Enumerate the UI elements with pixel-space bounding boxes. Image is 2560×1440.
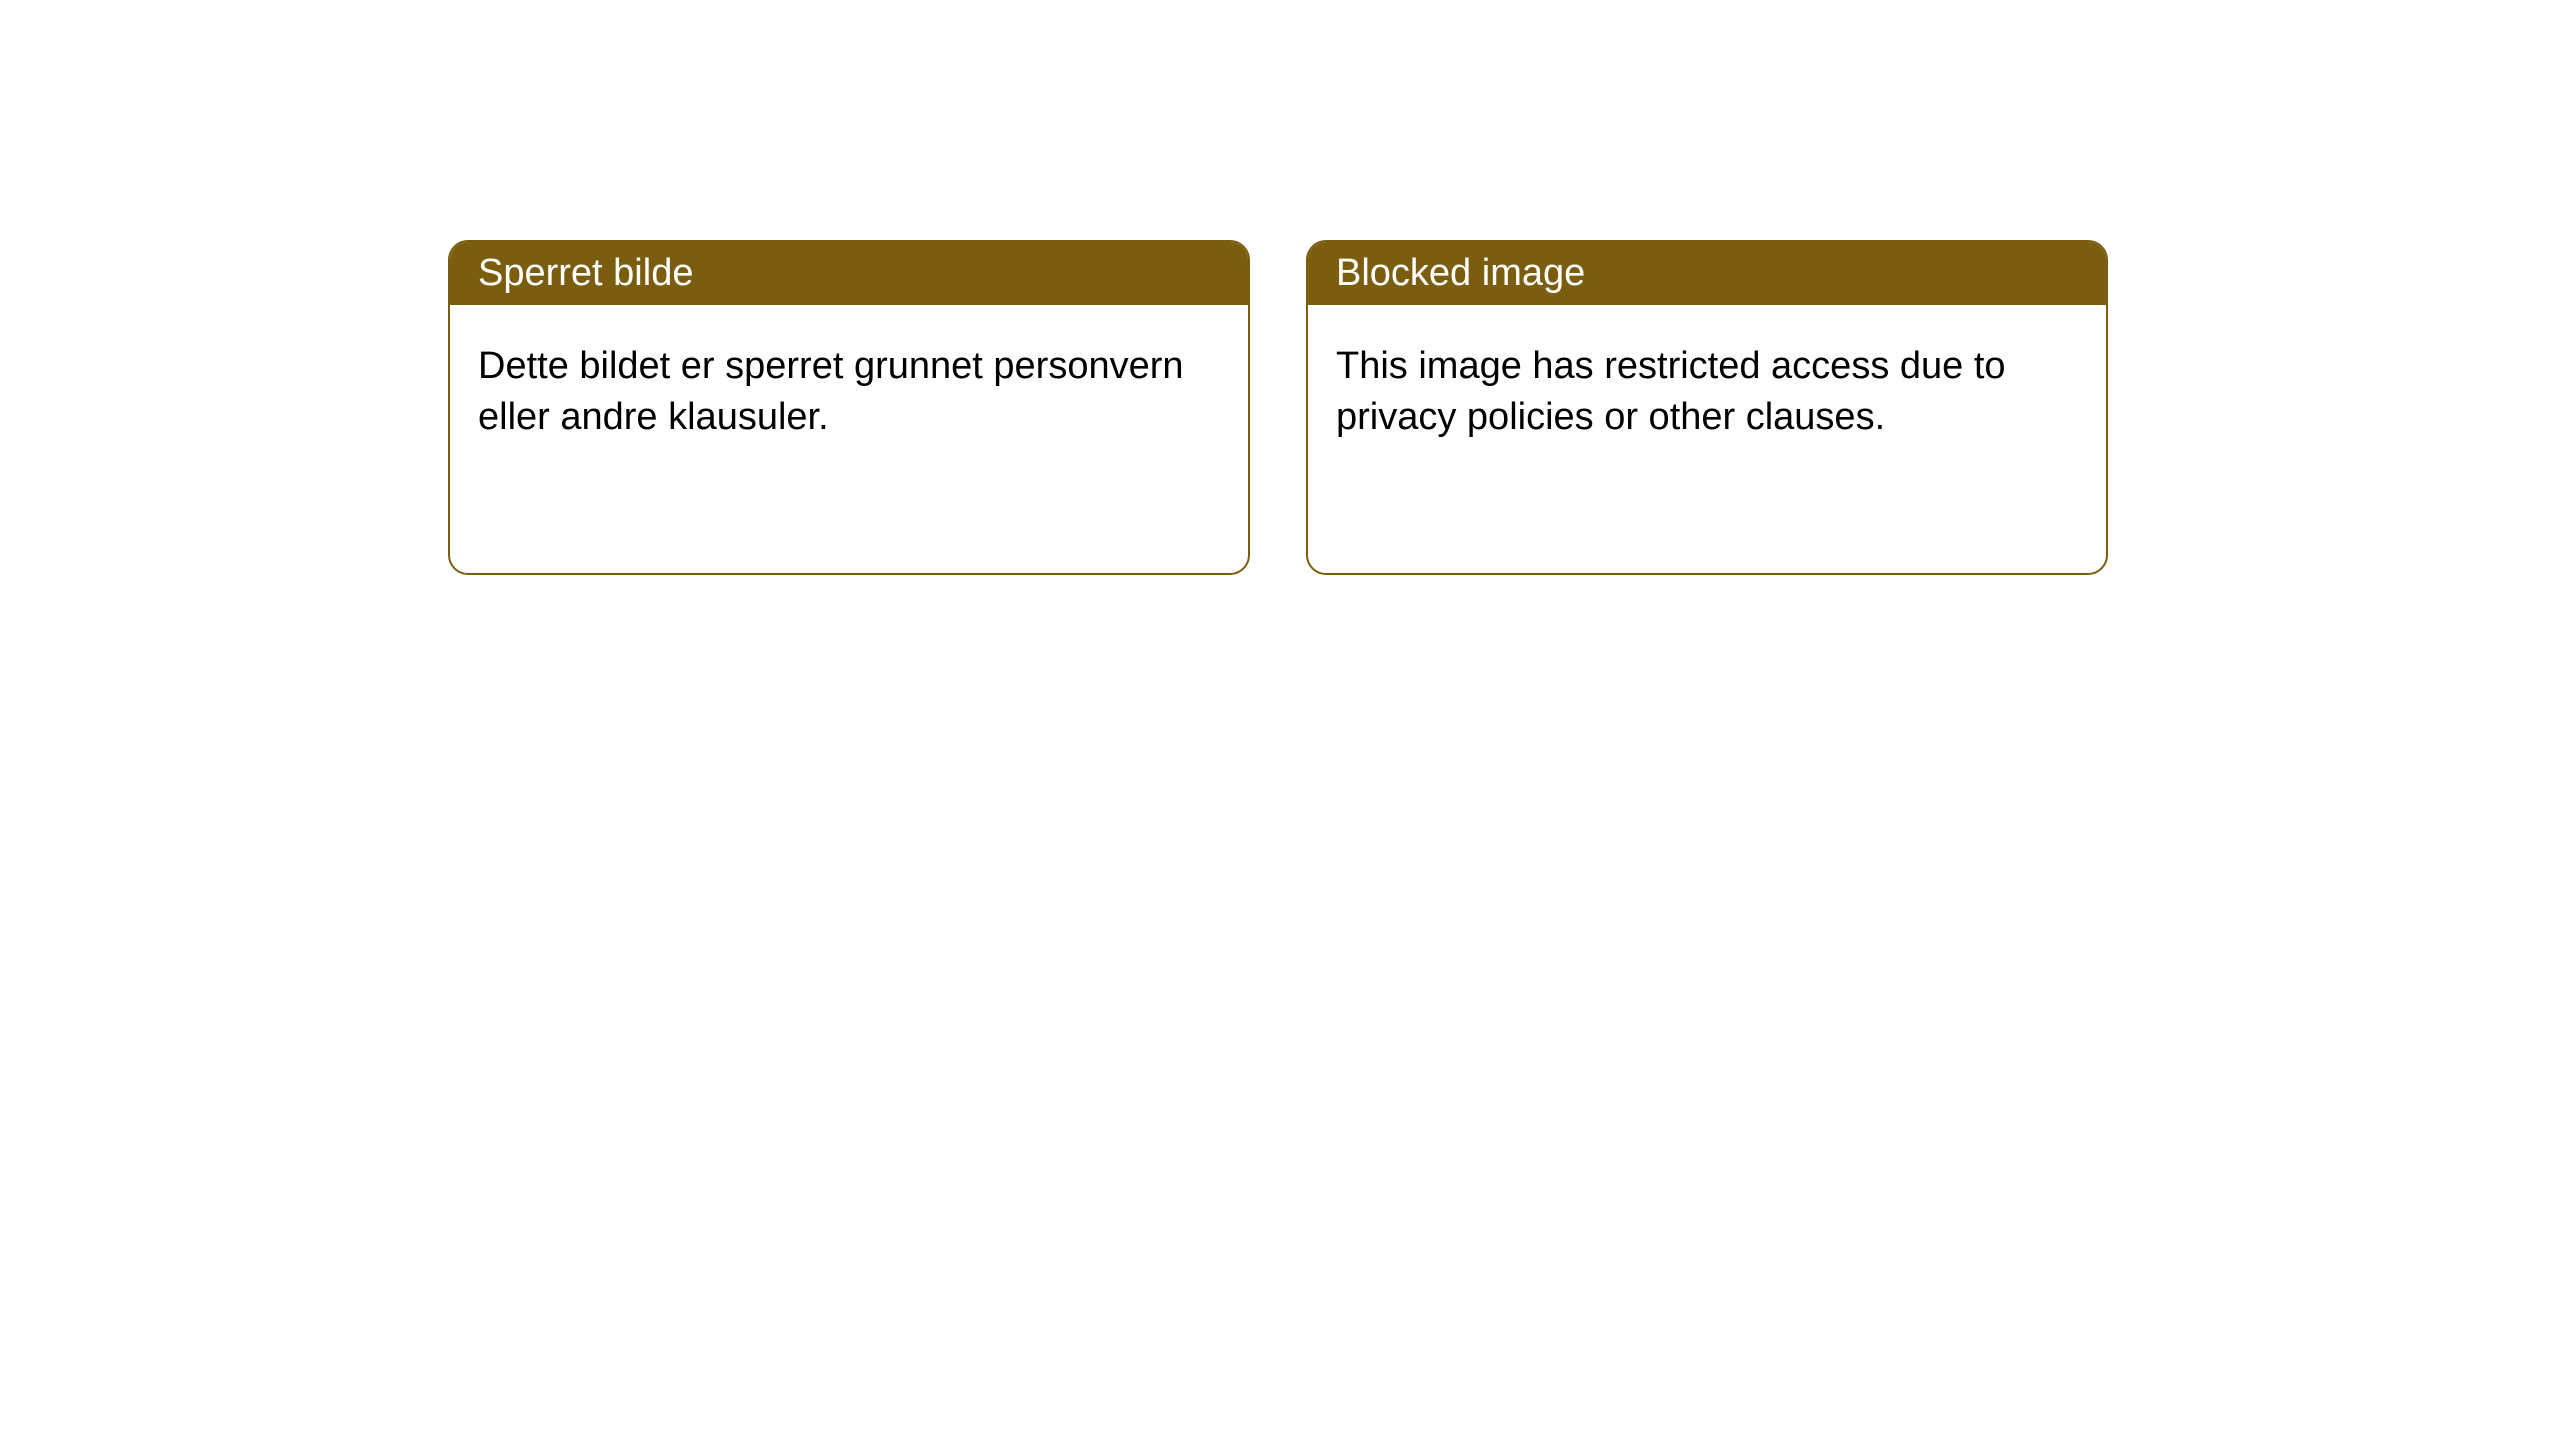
card-title: Sperret bilde — [478, 252, 693, 294]
notice-card-english: Blocked image This image has restricted … — [1306, 240, 2108, 575]
card-body: Dette bildet er sperret grunnet personve… — [450, 305, 1248, 480]
card-body: This image has restricted access due to … — [1308, 305, 2106, 480]
notice-container: Sperret bilde Dette bildet er sperret gr… — [0, 0, 2560, 575]
card-header: Blocked image — [1308, 242, 2106, 305]
notice-card-norwegian: Sperret bilde Dette bildet er sperret gr… — [448, 240, 1250, 575]
card-body-text: This image has restricted access due to … — [1336, 345, 2006, 438]
card-title: Blocked image — [1336, 252, 1585, 294]
card-body-text: Dette bildet er sperret grunnet personve… — [478, 345, 1184, 438]
card-header: Sperret bilde — [450, 242, 1248, 305]
